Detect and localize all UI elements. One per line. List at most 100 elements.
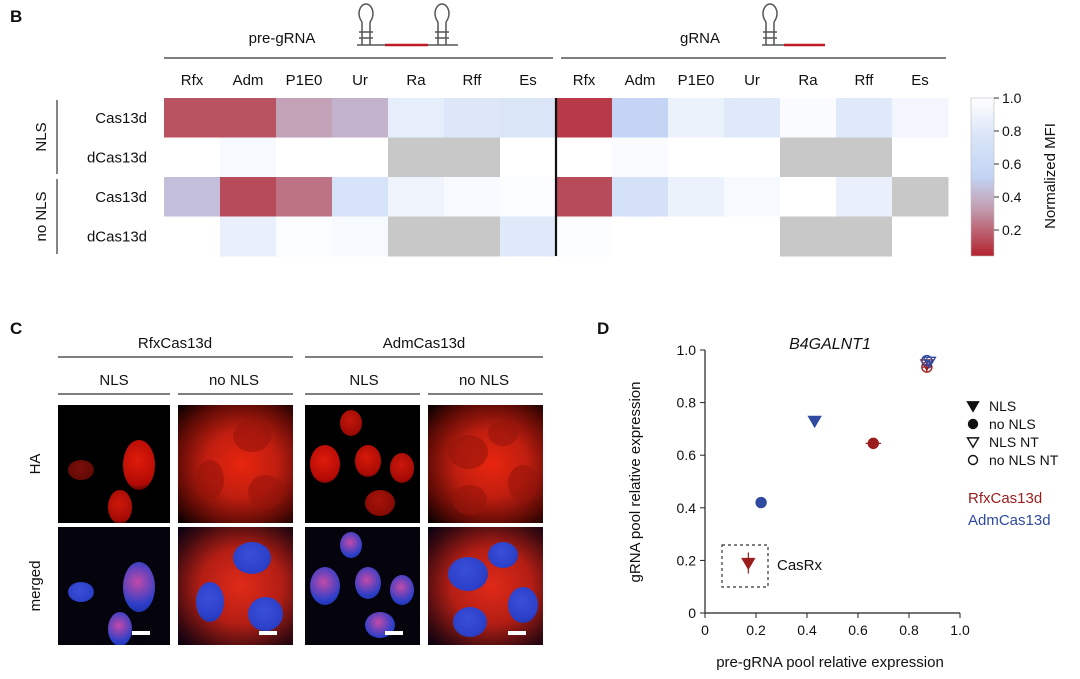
legend-label: no NLS: [989, 416, 1036, 432]
column-header-rff: Rff: [463, 72, 483, 89]
scatter-title: B4GALNT1: [789, 336, 871, 353]
scale-bar: [508, 631, 526, 635]
heatmap-cell: [556, 177, 613, 217]
column-header-ra: Ra: [798, 72, 818, 89]
nucleus: [355, 567, 381, 599]
colorbar-tick-label: 0.8: [1002, 123, 1022, 139]
nucleus: [310, 445, 340, 483]
heatmap-cell: [276, 177, 333, 217]
casrx-annotation: CasRx: [777, 557, 823, 574]
rfx-nls-label: NLS: [99, 372, 128, 389]
data-point-rfxcas13d-nls: [741, 552, 756, 574]
x-tick-label: 1.0: [950, 622, 970, 638]
row-label-dcas13d: dCas13d: [87, 228, 147, 245]
heatmap-cell: [556, 137, 613, 178]
nucleus: [68, 460, 94, 480]
microscopy-image: [428, 527, 543, 645]
x-tick-label: 0.6: [848, 622, 868, 638]
heatmap-cell: [724, 137, 781, 178]
nucleus: [233, 542, 271, 574]
heatmap-cell: [388, 216, 445, 257]
nucleus: [310, 567, 340, 605]
heatmap-cell: [836, 216, 893, 257]
colorbar-tick-label: 0.4: [1002, 189, 1022, 205]
legend-color-label: RfxCas13d: [968, 490, 1042, 507]
rfxcas13d-group-label: RfxCas13d: [138, 335, 212, 352]
ha-row-label: HA: [27, 454, 44, 475]
x-tick-label: 0.8: [899, 622, 919, 638]
x-tick-label: 0.2: [746, 622, 766, 638]
heatmap-cell: [332, 216, 389, 257]
pre-grna-schematic-icon: [357, 3, 458, 47]
nucleus: [448, 557, 488, 591]
column-header-adm: Adm: [233, 72, 264, 89]
heatmap-cell: [668, 98, 725, 138]
scale-bar: [385, 631, 403, 635]
row-group-label: no NLS: [33, 191, 50, 241]
pre-grna-label: pre-gRNA: [249, 30, 316, 47]
nucleus: [488, 542, 518, 568]
column-header-adm: Adm: [625, 72, 656, 89]
data-point-rfxcas13d-no-nls: [865, 437, 881, 450]
heatmap-cell: [276, 98, 333, 138]
panel-c-label: C: [10, 319, 22, 338]
legend-label: no NLS NT: [989, 452, 1059, 468]
colorbar-tick-label: 0.6: [1002, 156, 1022, 172]
legend-color-label: AdmCas13d: [968, 512, 1051, 529]
heatmap-row-headers: Cas13d dCas13d Cas13d dCas13d NLS no NLS: [33, 100, 147, 254]
microscopy-image: [428, 405, 543, 523]
heatmap-cell: [556, 98, 613, 138]
heatmap-cell: [332, 177, 389, 217]
colorbar-ticks: 1.0 0.8 0.6 0.4 0.2: [994, 90, 1022, 238]
heatmap-cell: [892, 98, 949, 138]
legend-marker: [966, 437, 980, 449]
scale-bar: [132, 631, 150, 635]
heatmap-cell: [500, 177, 557, 217]
heatmap-cell: [612, 177, 669, 217]
row-label-cas13d: Cas13d: [95, 189, 147, 206]
heatmap-cell: [276, 216, 333, 257]
column-header-p1e0: P1E0: [678, 72, 715, 89]
x-axis-title: pre-gRNA pool relative expression: [716, 654, 944, 671]
microscopy-image: [178, 527, 293, 645]
y-tick-label: 0: [688, 605, 696, 621]
heatmap-cell: [444, 98, 501, 138]
heatmap-cell: [556, 216, 613, 257]
column-header-rff: Rff: [855, 72, 875, 89]
colorbar-title: Normalized MFI: [1042, 123, 1059, 229]
nucleus: [488, 420, 518, 446]
scatter-legend: NLS no NLS NLS NT no NLS NT RfxCas13d AdmCas1…: [966, 398, 1059, 529]
y-tick-label: 1.0: [677, 342, 697, 358]
colorbar: 1.0 0.8 0.6 0.4 0.2 Normalized MFI: [970, 90, 1059, 257]
rfx-no-nls-label: no NLS: [209, 372, 259, 389]
heatmap-cell: [500, 98, 557, 138]
nucleus: [196, 460, 224, 500]
column-header-es: Es: [519, 72, 537, 89]
heatmap-cell: [668, 137, 725, 178]
heatmap-cell: [892, 216, 949, 257]
data-point-admcas13d-no-nls-nt: [921, 354, 933, 367]
legend-marker: [967, 454, 979, 466]
x-tick-label: 0.4: [797, 622, 817, 638]
nucleus: [508, 465, 538, 501]
heatmap-cell: [500, 216, 557, 257]
heatmap-cell: [220, 216, 277, 257]
heatmap-cell: [388, 177, 445, 217]
column-header-rfx: Rfx: [573, 72, 596, 89]
heatmap-cell: [388, 98, 445, 138]
column-header-ur: Ur: [352, 72, 368, 89]
heatmap-cell: [164, 98, 221, 138]
y-tick-label: 0.6: [677, 447, 697, 463]
heatmap-cell: [388, 137, 445, 178]
y-axis-title: gRNA pool relative expression: [627, 382, 644, 583]
row-group-label: NLS: [33, 122, 50, 151]
heatmap-cell: [444, 137, 501, 178]
heatmap-cell: [164, 137, 221, 178]
heatmap-cell: [444, 216, 501, 257]
heatmap-column-headers: Rfx Adm P1E0 Ur Ra Rff Es Rfx Adm P1E0 Ur Ra Rff Es: [181, 72, 929, 89]
heatmap-cell: [612, 137, 669, 178]
nucleus: [453, 485, 487, 515]
heatmap-cell: [164, 177, 221, 217]
nucleus: [68, 582, 94, 602]
